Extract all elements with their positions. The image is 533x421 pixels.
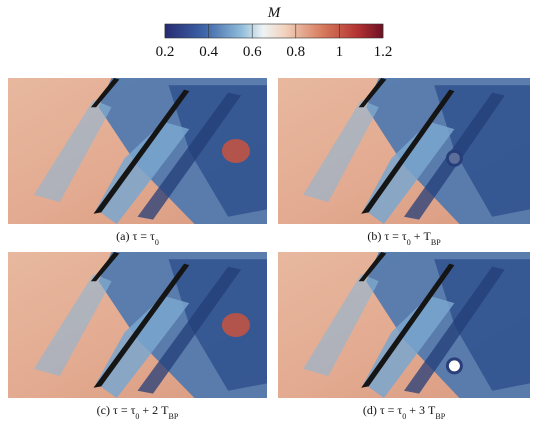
blade <box>90 252 120 282</box>
caption-text: + T <box>411 229 432 243</box>
shock-region <box>221 139 250 163</box>
caption-text: (b) τ = τ <box>367 229 407 243</box>
low-mach-region <box>96 121 190 224</box>
wake <box>404 266 505 394</box>
panel-caption: (d) τ = τ0 + 3 TBP <box>363 403 446 421</box>
vortex <box>445 357 463 375</box>
caption-subscript: BP <box>431 238 441 247</box>
flow-panel <box>278 78 530 224</box>
low-mach-region <box>434 259 530 391</box>
panel-caption: (c) τ = τ0 + 2 TBP <box>97 403 179 421</box>
low-mach-region <box>363 295 455 398</box>
blade <box>90 78 120 108</box>
low-mach-region <box>33 99 112 203</box>
blade <box>361 89 455 214</box>
colorbar-tick-label: 1.2 <box>374 44 393 60</box>
caption-subscript: 0 <box>407 238 411 247</box>
caption-text: (a) τ = τ <box>116 229 155 243</box>
caption-subscript: 0 <box>402 412 406 421</box>
wake <box>137 266 242 394</box>
low-mach-region <box>303 273 379 377</box>
low-mach-region <box>303 99 379 203</box>
colorbar <box>164 23 384 39</box>
low-mach-region <box>363 121 455 224</box>
panel-caption: (b) τ = τ0 + TBP <box>367 229 441 247</box>
colorbar-tick-label: 0.6 <box>243 44 262 60</box>
flow-panel <box>8 252 267 398</box>
colorbar-tick-label: 1 <box>336 44 344 60</box>
wake <box>404 92 505 220</box>
blade <box>93 263 190 388</box>
shock-region <box>221 313 250 337</box>
caption-subscript: 0 <box>135 412 139 421</box>
colorbar-label: M <box>267 5 282 21</box>
low-mach-region <box>434 85 530 217</box>
colorbar-tick-label: 0.2 <box>156 44 175 60</box>
flow-panel <box>8 78 267 224</box>
caption-text: (d) τ = τ <box>363 403 403 417</box>
colorbar-tick-label: 0.4 <box>199 44 218 60</box>
low-mach-region <box>33 273 112 377</box>
panel-caption: (a) τ = τ0 <box>116 229 159 247</box>
caption-text: (c) τ = τ <box>97 403 136 417</box>
caption-text: + 2 T <box>139 403 169 417</box>
colorbar-tick-label: 0.8 <box>286 44 305 60</box>
caption-subscript: BP <box>435 412 445 421</box>
flow-panel <box>278 252 530 398</box>
caption-text: + 3 T <box>406 403 436 417</box>
blade <box>358 252 387 282</box>
low-mach-region <box>168 259 267 391</box>
caption-subscript: 0 <box>155 238 159 247</box>
blade <box>361 263 455 388</box>
wake <box>137 92 242 220</box>
low-mach-region <box>168 85 267 217</box>
blade <box>358 78 387 108</box>
low-mach-region <box>96 295 190 398</box>
blade <box>93 89 190 214</box>
caption-subscript: BP <box>169 412 179 421</box>
